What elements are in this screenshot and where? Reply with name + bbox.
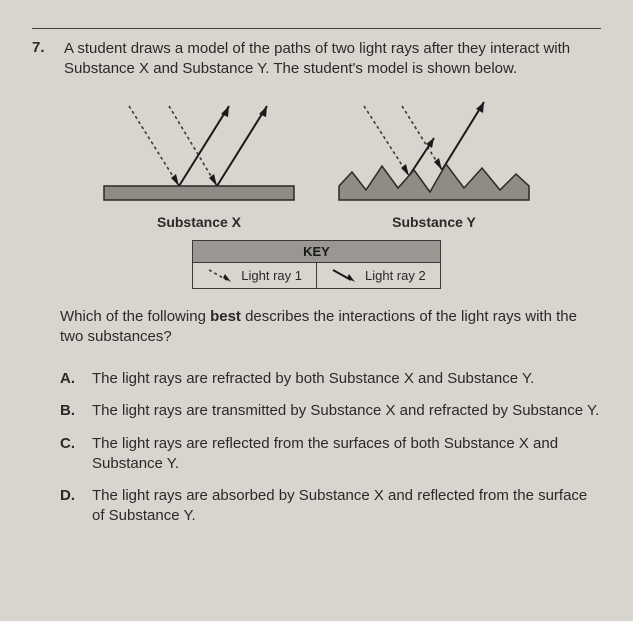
substance-y-label: Substance Y bbox=[392, 214, 476, 230]
key-header: KEY bbox=[193, 240, 440, 262]
question-text: A student draws a model of the paths of … bbox=[64, 39, 601, 80]
question-number: 7. bbox=[32, 39, 54, 80]
key-ray1-cell: Light ray 1 bbox=[193, 262, 317, 288]
choice-b-text: The light rays are transmitted by Substa… bbox=[92, 401, 599, 421]
panel-substance-x: Substance X bbox=[97, 98, 302, 230]
subq-prefix: Which of the following bbox=[60, 308, 210, 325]
substance-y-svg bbox=[334, 98, 534, 208]
answer-choices: A. The light rays are refracted by both … bbox=[60, 369, 601, 527]
key-ray1-label: Light ray 1 bbox=[241, 268, 302, 283]
choice-a-text: The light rays are refracted by both Sub… bbox=[92, 369, 534, 389]
choice-a-letter: A. bbox=[60, 369, 82, 389]
diagram-container: Substance X Substance bbox=[32, 98, 601, 289]
key-ray2-cell: Light ray 2 bbox=[317, 262, 441, 288]
key-table: KEY Light ray 1 bbox=[192, 240, 440, 289]
top-rule bbox=[32, 28, 601, 29]
choice-d-letter: D. bbox=[60, 486, 82, 527]
question-text-line1: A student draws a model of the paths of … bbox=[64, 40, 539, 57]
diagram: Substance X Substance bbox=[97, 98, 537, 289]
arrow-solid-icon bbox=[331, 268, 357, 282]
choice-a: A. The light rays are refracted by both … bbox=[60, 369, 601, 389]
choice-c-text: The light rays are reflected from the su… bbox=[92, 434, 601, 475]
sub-question: Which of the following best describes th… bbox=[60, 307, 601, 348]
subq-bold: best bbox=[210, 308, 241, 325]
choice-b: B. The light rays are transmitted by Sub… bbox=[60, 401, 601, 421]
question-stem: 7. A student draws a model of the paths … bbox=[32, 39, 601, 80]
panel-substance-y: Substance Y bbox=[332, 98, 537, 230]
choice-b-letter: B. bbox=[60, 401, 82, 421]
substance-x-label: Substance X bbox=[157, 214, 241, 230]
arrow-dashed-icon bbox=[207, 268, 233, 282]
substance-x-svg bbox=[99, 98, 299, 208]
key-ray2-label: Light ray 2 bbox=[365, 268, 426, 283]
choice-c-letter: C. bbox=[60, 434, 82, 475]
choice-d-text: The light rays are absorbed by Substance… bbox=[92, 486, 601, 527]
choice-c: C. The light rays are reflected from the… bbox=[60, 434, 601, 475]
choice-d: D. The light rays are absorbed by Substa… bbox=[60, 486, 601, 527]
